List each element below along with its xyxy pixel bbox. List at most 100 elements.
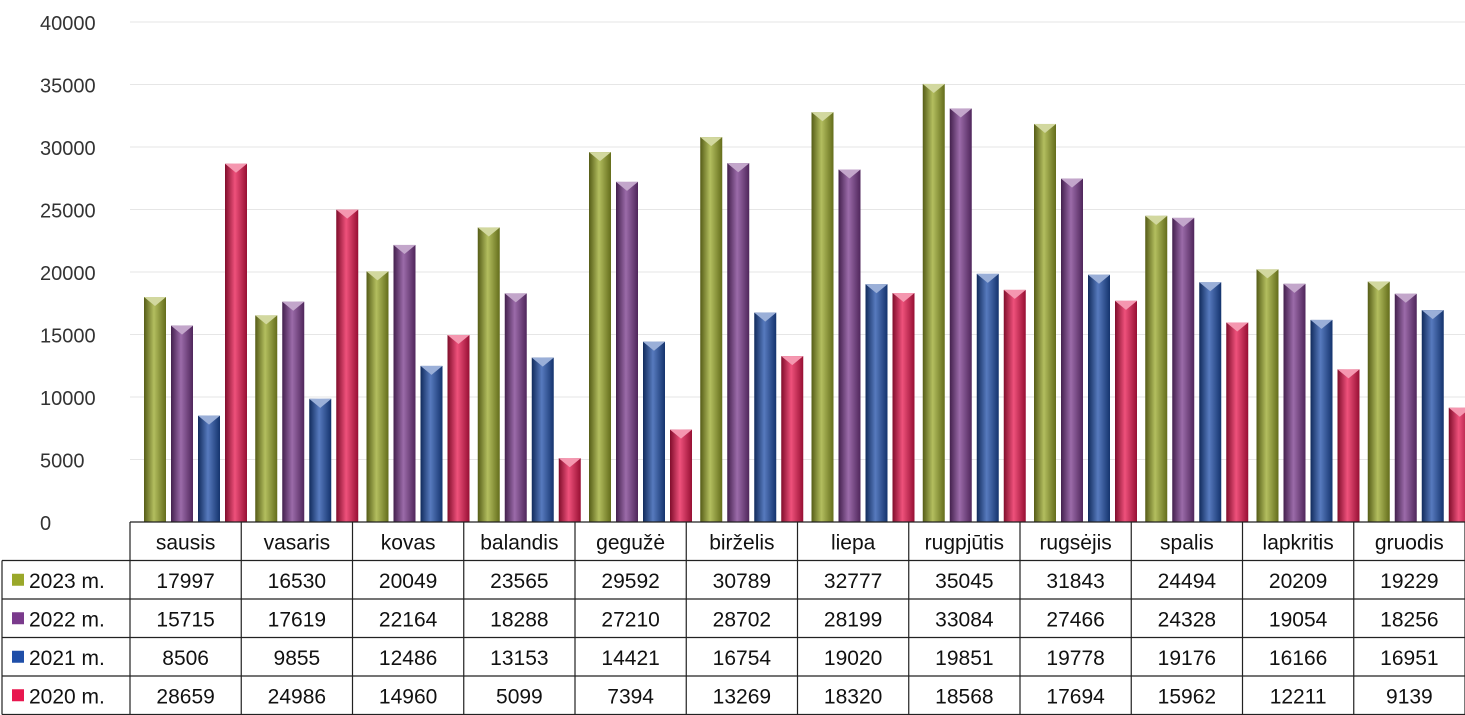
bar-cap	[366, 271, 389, 281]
data-table-value: 19229	[1380, 570, 1438, 593]
data-table-value: 19020	[824, 647, 882, 670]
bar-cap	[1310, 319, 1333, 329]
bar	[1145, 215, 1168, 522]
bar	[1367, 281, 1390, 522]
legend-swatch	[12, 650, 24, 663]
bar-cap	[922, 83, 945, 93]
y-tick-label: 20000	[40, 263, 96, 285]
data-table-value: 15715	[156, 608, 214, 631]
bar-cap	[1226, 322, 1249, 332]
data-table-value: 24328	[1158, 608, 1216, 631]
bar-cap	[1448, 407, 1465, 417]
bar-cap	[504, 293, 527, 303]
data-table-value: 23565	[490, 570, 548, 593]
bar-cap	[1256, 269, 1279, 279]
data-table-value: 33084	[935, 608, 994, 631]
bar	[700, 137, 723, 522]
bar	[892, 293, 915, 522]
bar-cap	[1199, 282, 1222, 292]
bar	[670, 429, 692, 522]
bar	[1256, 269, 1279, 522]
legend-swatch	[12, 612, 24, 625]
data-table-value: 28199	[824, 608, 882, 631]
bar-cap	[393, 244, 416, 254]
bar	[1337, 369, 1360, 522]
bar-cap	[1283, 283, 1306, 293]
bar	[838, 169, 861, 522]
category-label: vasaris	[264, 531, 331, 554]
bar-cap	[670, 429, 692, 439]
bar-cap	[144, 297, 166, 307]
data-table-value: 32777	[824, 570, 882, 593]
bar-cap	[225, 163, 247, 173]
bar	[616, 181, 638, 522]
data-table-value: 24986	[268, 685, 326, 708]
bar-cap	[727, 163, 750, 173]
bar-cap	[838, 169, 861, 179]
data-table-value: 8506	[162, 647, 209, 670]
category-label: liepa	[831, 531, 876, 554]
y-tick-label: 10000	[40, 388, 96, 410]
y-tick-label: 25000	[40, 201, 96, 223]
data-table-value: 29592	[601, 570, 659, 593]
y-tick-label: 5000	[40, 451, 85, 473]
bar-cap	[616, 181, 638, 191]
data-table-value: 20209	[1269, 570, 1327, 593]
category-label: spalis	[1160, 531, 1214, 554]
bar-cap	[865, 284, 888, 294]
bar	[198, 415, 220, 522]
bar	[949, 108, 972, 522]
bar	[1003, 289, 1026, 522]
bar-cap	[1115, 300, 1137, 310]
bar	[477, 227, 500, 522]
bar-cap	[1088, 274, 1110, 284]
bar	[504, 293, 527, 522]
bar	[336, 209, 359, 523]
bar	[727, 163, 750, 522]
bar	[366, 271, 389, 522]
bar	[1034, 123, 1056, 523]
data-table-value: 19851	[935, 647, 993, 670]
bar-cap	[781, 356, 804, 366]
data-table-value: 18256	[1380, 608, 1438, 631]
bar	[865, 284, 888, 522]
bar-cap	[420, 365, 443, 375]
bar-cap	[1034, 123, 1056, 133]
bar-cap	[255, 315, 278, 325]
bar	[225, 163, 247, 522]
data-table-value: 19054	[1269, 608, 1328, 631]
data-table-value: 18568	[935, 685, 993, 708]
bar	[309, 398, 332, 522]
bar-cap	[1421, 310, 1444, 320]
data-table-value: 14421	[601, 647, 659, 670]
bar	[1310, 319, 1333, 522]
data-table-value: 30789	[713, 570, 771, 593]
data-table-value: 13153	[490, 647, 548, 670]
category-label: lapkritis	[1263, 531, 1334, 554]
y-tick-label: 30000	[40, 138, 96, 160]
bar	[171, 325, 193, 522]
bar-cap	[1145, 215, 1168, 225]
bar	[1448, 407, 1465, 522]
bar	[420, 365, 443, 522]
category-label: gegužė	[596, 531, 665, 554]
bar	[811, 112, 834, 522]
bar	[1061, 178, 1083, 523]
bar-cap	[198, 415, 220, 425]
legend-label: 2023 m.	[29, 570, 105, 593]
bar	[447, 335, 470, 522]
data-table-value: 17619	[268, 608, 326, 631]
data-table-value: 13269	[713, 685, 771, 708]
bar-cap	[700, 137, 723, 147]
bar	[1226, 322, 1249, 522]
bar-cap	[754, 312, 777, 322]
bar-cap	[589, 152, 611, 162]
data-table-value: 12486	[379, 647, 437, 670]
bar	[558, 458, 581, 522]
bar	[589, 152, 611, 522]
bar-cap	[1337, 369, 1360, 379]
data-table-value: 18288	[490, 608, 548, 631]
legend-swatch	[12, 689, 24, 702]
data-table-value: 9855	[274, 647, 321, 670]
bar-cap	[558, 458, 581, 468]
